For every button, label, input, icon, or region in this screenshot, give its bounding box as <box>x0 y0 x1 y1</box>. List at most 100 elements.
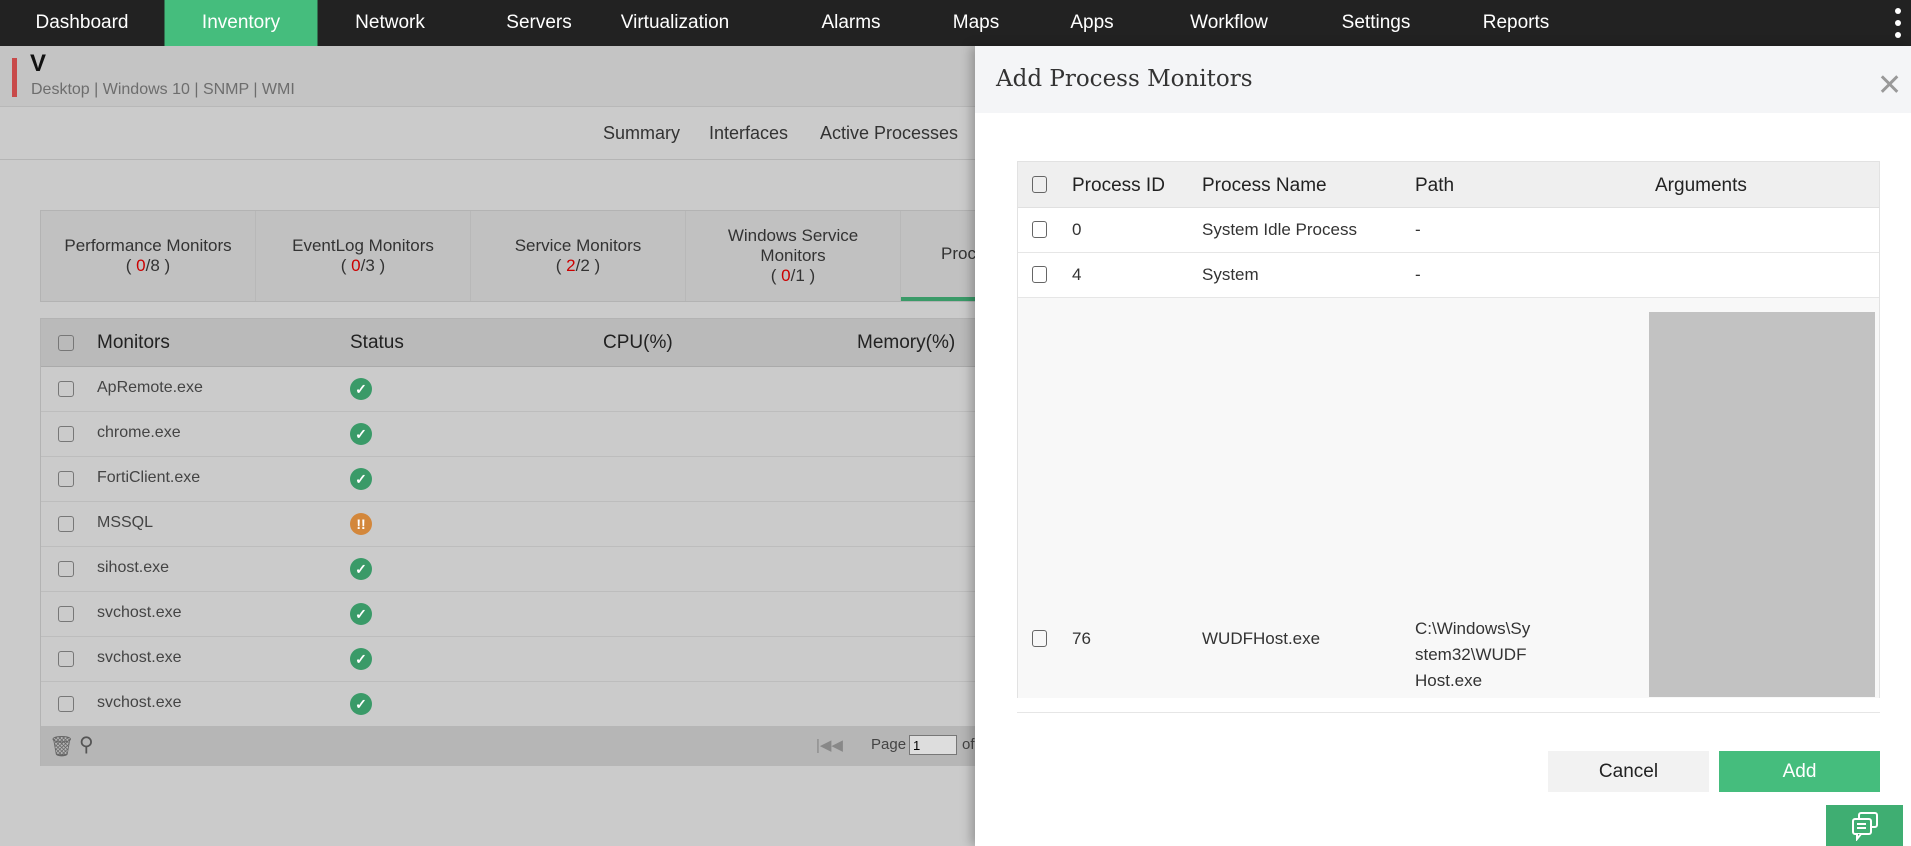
ok-status-icon: ✓ <box>350 378 372 400</box>
table-row[interactable]: 0 System Idle Process - <box>1018 208 1879 253</box>
col-process-name: Process Name <box>1202 175 1327 196</box>
nav-servers[interactable]: Servers <box>506 12 572 33</box>
down-count: 0 <box>781 266 791 285</box>
table-row[interactable]: ApRemote.exe ✓ <box>41 367 975 412</box>
row-checkbox[interactable] <box>58 696 74 712</box>
tab-process-monitors[interactable]: Proc <box>901 211 976 301</box>
table-row[interactable]: svchost.exe ✓ <box>41 637 975 682</box>
chat-button[interactable] <box>1826 805 1903 846</box>
table-row[interactable]: FortiClient.exe ✓ <box>41 457 975 502</box>
trash-icon[interactable]: 🗑 <box>49 736 75 758</box>
device-name: V <box>30 50 47 77</box>
tab-label: Performance Monitors <box>64 236 232 255</box>
monitor-tabs: Performance Monitors( 0/8 ) EventLog Mon… <box>40 210 976 302</box>
tab-summary[interactable]: Summary <box>603 123 681 143</box>
row-checkbox[interactable] <box>1032 221 1047 238</box>
tab-interfaces[interactable]: Interfaces <box>709 123 789 143</box>
nav-dashboard[interactable]: Dashboard <box>35 12 129 33</box>
col-monitors[interactable]: Monitors <box>97 332 170 353</box>
col-cpu[interactable]: CPU(%) <box>603 332 673 353</box>
select-all-checkbox[interactable] <box>1032 176 1047 193</box>
tab-count: ( 0/3 ) <box>340 256 386 275</box>
table-row[interactable]: svchost.exe ✓ <box>41 682 975 727</box>
table-row[interactable]: chrome.exe ✓ <box>41 412 975 457</box>
table-header: Process ID Process Name Path Arguments <box>1018 162 1879 208</box>
row-checkbox[interactable] <box>58 426 74 442</box>
page-label: Page <box>871 736 907 753</box>
nav-alarms[interactable]: Alarms <box>821 12 881 33</box>
row-checkbox[interactable] <box>58 606 74 622</box>
top-nav: Dashboard Inventory Network Servers Virt… <box>0 0 1911 46</box>
table-row[interactable]: sihost.exe ✓ <box>41 547 975 592</box>
monitor-name[interactable]: MSSQL <box>97 514 154 531</box>
divider <box>1017 712 1880 713</box>
row-checkbox[interactable] <box>58 651 74 667</box>
col-status[interactable]: Status <box>350 332 404 353</box>
down-count: 2 <box>566 256 576 275</box>
tab-count: ( 0/1 ) <box>770 266 816 285</box>
nav-workflow[interactable]: Workflow <box>1190 12 1268 33</box>
table-footer: 🗑 ⚲ |◀◀ Page of <box>41 726 975 766</box>
select-all-checkbox[interactable] <box>58 335 74 351</box>
tab-active-processes[interactable]: Active Processes <box>820 123 959 143</box>
table-row[interactable]: svchost.exe ✓ <box>41 592 975 637</box>
nav-settings[interactable]: Settings <box>1341 12 1411 33</box>
tab-label: Windows Service Monitors <box>727 226 859 265</box>
first-page-icon[interactable]: |◀◀ <box>816 737 843 754</box>
tab-label: EventLog Monitors <box>292 236 434 255</box>
tab-eventlog-monitors[interactable]: EventLog Monitors( 0/3 ) <box>256 211 471 301</box>
process-path: - <box>1415 220 1421 239</box>
nav-network[interactable]: Network <box>355 12 425 33</box>
dialog-title: Add Process Monitors <box>996 66 1253 92</box>
total-count: 2 <box>580 256 590 275</box>
table-row[interactable]: 76 WUDFHost.exe C:\Windows\System32\WUDF… <box>1018 298 1879 698</box>
page-input[interactable] <box>909 735 957 755</box>
ok-status-icon: ✓ <box>350 603 372 625</box>
row-checkbox[interactable] <box>58 561 74 577</box>
row-checkbox[interactable] <box>58 516 74 532</box>
monitor-name[interactable]: svchost.exe <box>97 694 182 711</box>
tab-performance-monitors[interactable]: Performance Monitors( 0/8 ) <box>41 211 256 301</box>
ok-status-icon: ✓ <box>350 423 372 445</box>
process-id: 0 <box>1072 220 1082 239</box>
more-menu-icon[interactable] <box>1893 8 1903 38</box>
chat-icon <box>1851 811 1878 841</box>
tab-count: ( 2/2 ) <box>555 256 601 275</box>
tab-windows-service-monitors[interactable]: Windows Service Monitors( 0/1 ) <box>686 211 901 301</box>
search-icon[interactable]: ⚲ <box>79 734 94 756</box>
col-memory[interactable]: Memory(%) <box>857 332 956 353</box>
process-name: WUDFHost.exe <box>1202 629 1321 648</box>
monitor-name[interactable]: sihost.exe <box>97 559 170 576</box>
row-checkbox[interactable] <box>1032 630 1047 647</box>
tab-service-monitors[interactable]: Service Monitors( 2/2 ) <box>471 211 686 301</box>
close-icon[interactable]: ✕ <box>1877 69 1903 102</box>
total-count: 1 <box>795 266 805 285</box>
add-button[interactable]: Add <box>1719 751 1880 792</box>
monitor-name[interactable]: chrome.exe <box>97 424 181 441</box>
row-checkbox[interactable] <box>1032 266 1047 283</box>
table-row[interactable]: MSSQL !! <box>41 502 975 547</box>
process-id: 76 <box>1072 629 1091 648</box>
monitor-name[interactable]: FortiClient.exe <box>97 469 201 486</box>
col-arguments: Arguments <box>1655 175 1747 196</box>
monitor-name[interactable]: svchost.exe <box>97 649 182 666</box>
ok-status-icon: ✓ <box>350 648 372 670</box>
monitor-name[interactable]: svchost.exe <box>97 604 182 621</box>
nav-apps[interactable]: Apps <box>1070 12 1114 33</box>
nav-inventory[interactable]: Inventory <box>164 0 318 46</box>
monitor-name[interactable]: ApRemote.exe <box>97 379 203 396</box>
nav-reports[interactable]: Reports <box>1482 12 1550 33</box>
row-checkbox[interactable] <box>58 471 74 487</box>
tab-count: ( 0/8 ) <box>125 256 171 275</box>
table-header: Monitors Status CPU(%) Memory(%) <box>41 319 975 367</box>
nav-virtualization[interactable]: Virtualization <box>620 12 730 33</box>
row-checkbox[interactable] <box>58 381 74 397</box>
col-process-id: Process ID <box>1072 175 1165 196</box>
status-indicator <box>12 58 17 97</box>
cancel-button[interactable]: Cancel <box>1548 751 1709 792</box>
total-count: 8 <box>150 256 160 275</box>
nav-maps[interactable]: Maps <box>952 12 1000 33</box>
monitors-table: Monitors Status CPU(%) Memory(%) ApRemot… <box>40 318 975 766</box>
add-process-monitors-dialog: Add Process Monitors ✕ Process ID Proces… <box>975 46 1911 846</box>
table-row[interactable]: 4 System - <box>1018 253 1879 298</box>
